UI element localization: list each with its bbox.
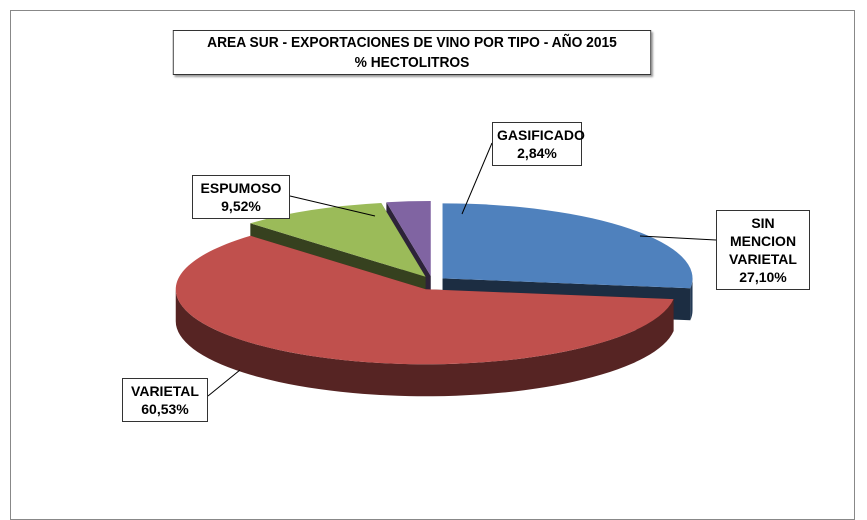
data-label: VARIETAL 60,53% [122,378,208,422]
slice-top [386,201,431,277]
slice-side [175,289,674,397]
slice-side [690,278,693,321]
slice-top [175,235,674,365]
category-label: VARIETAL [131,383,199,399]
slice-top [442,203,693,289]
data-label: ESPUMOSO 9,52% [192,175,290,219]
data-label: SIN MENCION VARIETAL 27,10% [716,210,810,290]
value-label: 27,10% [739,269,787,285]
leader-line [289,195,376,217]
value-label: 9,52% [221,198,261,214]
chart-subtitle: % HECTOLITROS [354,54,470,71]
category-label: GASIFICADO [497,127,585,143]
slice [175,235,674,397]
value-label: 60,53% [141,401,189,417]
title-box: AREA SUR - EXPORTACIONES DE VINO POR TIP… [172,30,652,75]
slice-top [250,202,426,277]
leader-line [207,369,241,397]
leader-line [461,142,493,215]
category-label: ESPUMOSO [200,180,282,196]
value-label: 2,84% [517,145,557,161]
category-label: SIN MENCION VARIETAL [729,215,797,267]
leader-line [639,235,717,241]
data-label: GASIFICADO 2,84% [492,122,585,166]
chart-title: AREA SUR - EXPORTACIONES DE VINO POR TIP… [207,34,617,51]
